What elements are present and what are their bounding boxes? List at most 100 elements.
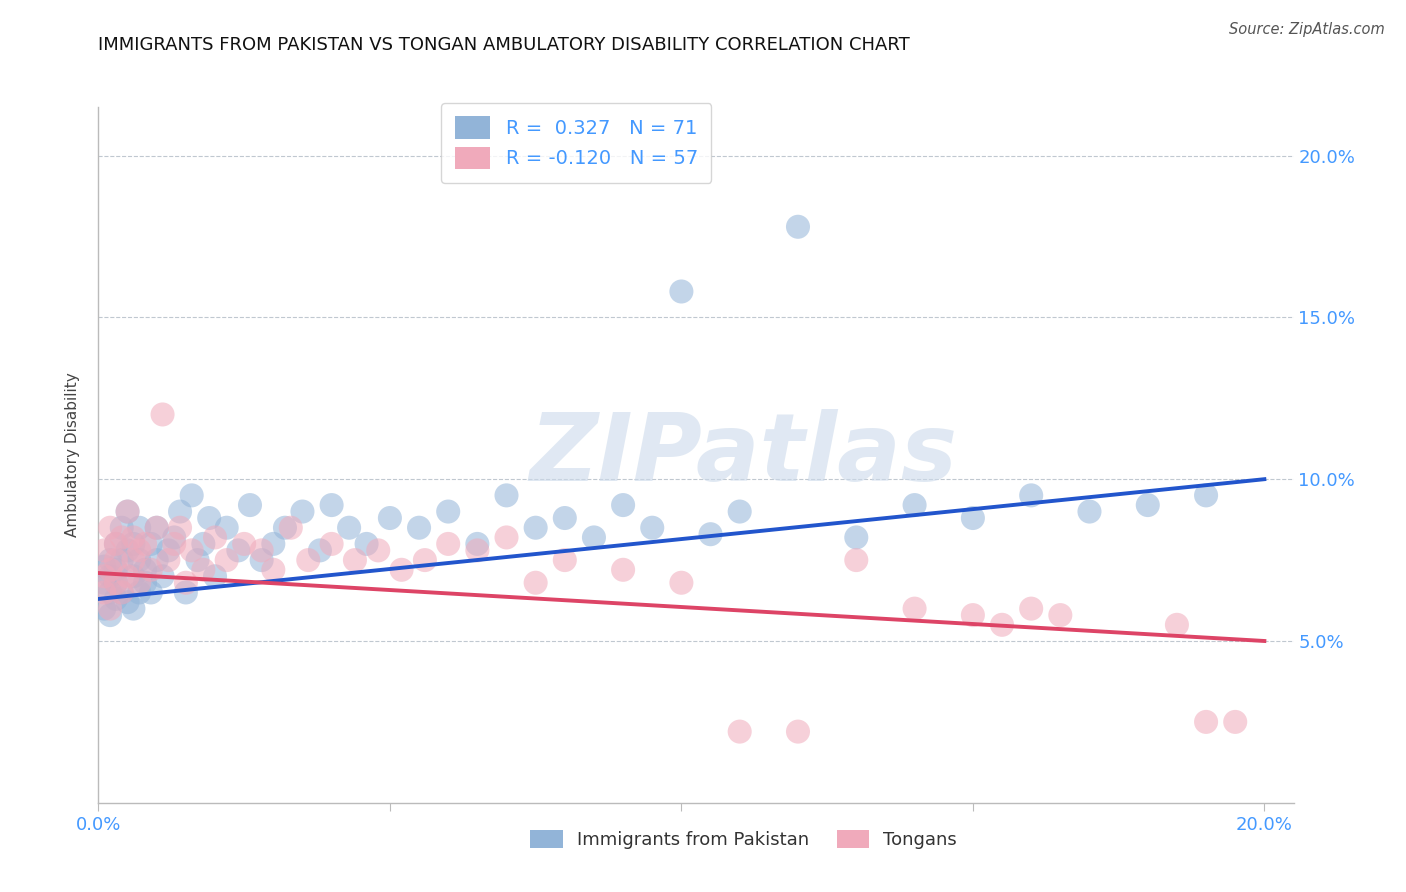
Point — [262, 563, 284, 577]
Point — [641, 521, 664, 535]
Point — [554, 511, 576, 525]
Point — [139, 563, 162, 577]
Point — [962, 608, 984, 623]
Point — [1195, 714, 1218, 729]
Point — [128, 521, 150, 535]
Legend: Immigrants from Pakistan, Tongans: Immigrants from Pakistan, Tongans — [523, 822, 965, 856]
Point — [117, 569, 139, 583]
Point — [122, 553, 145, 567]
Point — [104, 575, 127, 590]
Point — [93, 575, 115, 590]
Point — [215, 521, 238, 535]
Point — [111, 521, 134, 535]
Point — [250, 553, 273, 567]
Point — [378, 511, 401, 525]
Point — [104, 537, 127, 551]
Point — [524, 575, 547, 590]
Point — [413, 553, 436, 567]
Point — [991, 617, 1014, 632]
Point — [104, 537, 127, 551]
Point — [111, 531, 134, 545]
Point — [163, 537, 186, 551]
Point — [93, 543, 115, 558]
Point — [250, 543, 273, 558]
Point — [117, 543, 139, 558]
Point — [139, 585, 162, 599]
Point — [903, 498, 925, 512]
Point — [128, 575, 150, 590]
Point — [612, 563, 634, 577]
Point — [104, 591, 127, 606]
Point — [204, 531, 226, 545]
Point — [169, 504, 191, 518]
Point — [321, 537, 343, 551]
Point — [524, 521, 547, 535]
Point — [1195, 488, 1218, 502]
Point — [233, 537, 256, 551]
Point — [98, 585, 121, 599]
Point — [122, 537, 145, 551]
Point — [437, 537, 460, 551]
Point — [787, 724, 810, 739]
Point — [98, 608, 121, 623]
Point — [117, 595, 139, 609]
Text: IMMIGRANTS FROM PAKISTAN VS TONGAN AMBULATORY DISABILITY CORRELATION CHART: IMMIGRANTS FROM PAKISTAN VS TONGAN AMBUL… — [98, 36, 910, 54]
Point — [180, 488, 202, 502]
Text: Source: ZipAtlas.com: Source: ZipAtlas.com — [1229, 22, 1385, 37]
Point — [193, 537, 215, 551]
Point — [1019, 601, 1042, 615]
Point — [174, 585, 197, 599]
Point — [93, 585, 115, 599]
Point — [98, 553, 121, 567]
Point — [337, 521, 360, 535]
Point — [582, 531, 605, 545]
Point — [962, 511, 984, 525]
Point — [467, 543, 489, 558]
Point — [186, 553, 208, 567]
Point — [193, 563, 215, 577]
Point — [104, 563, 127, 577]
Point — [291, 504, 314, 518]
Point — [134, 563, 156, 577]
Text: ZIPatlas: ZIPatlas — [530, 409, 957, 501]
Point — [391, 563, 413, 577]
Point — [98, 563, 121, 577]
Point — [228, 543, 250, 558]
Point — [169, 521, 191, 535]
Point — [671, 285, 693, 299]
Point — [152, 408, 174, 422]
Point — [262, 537, 284, 551]
Point — [134, 575, 156, 590]
Point — [204, 569, 226, 583]
Point — [163, 531, 186, 545]
Point — [128, 543, 150, 558]
Point — [152, 569, 174, 583]
Point — [728, 724, 751, 739]
Point — [437, 504, 460, 518]
Point — [787, 219, 810, 234]
Point — [467, 537, 489, 551]
Point — [612, 498, 634, 512]
Point — [93, 559, 115, 574]
Point — [111, 585, 134, 599]
Point — [180, 543, 202, 558]
Point — [98, 521, 121, 535]
Point — [321, 498, 343, 512]
Point — [111, 585, 134, 599]
Point — [145, 521, 167, 535]
Point — [122, 569, 145, 583]
Point — [145, 521, 167, 535]
Point — [128, 553, 150, 567]
Point — [845, 553, 868, 567]
Point — [280, 521, 302, 535]
Point — [98, 569, 121, 583]
Point — [297, 553, 319, 567]
Point — [495, 531, 517, 545]
Point — [215, 553, 238, 567]
Point — [367, 543, 389, 558]
Point — [174, 575, 197, 590]
Point — [157, 553, 180, 567]
Point — [122, 531, 145, 545]
Point — [343, 553, 366, 567]
Point — [845, 531, 868, 545]
